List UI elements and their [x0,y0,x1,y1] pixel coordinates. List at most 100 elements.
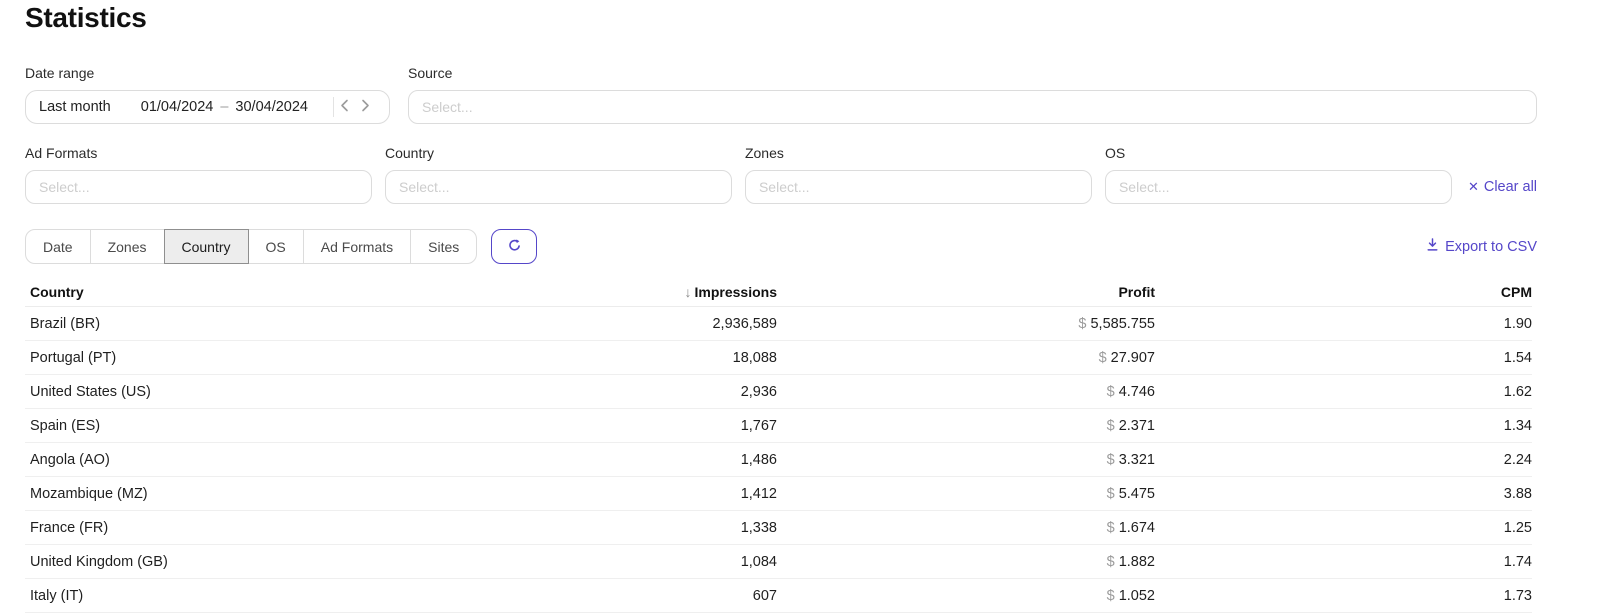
cell-profit: $5,585.755 [1078,315,1155,332]
tab-sites[interactable]: Sites [410,229,478,264]
table-row: Mozambique (MZ) 1,412 $5.475 3.88 [25,477,1532,511]
col-header-cpm[interactable]: CPM [1500,283,1532,300]
cell-cpm: 1.74 [1503,553,1532,570]
cell-country: Angola (AO) [30,451,110,468]
source-label: Source [408,65,453,81]
cell-country: Brazil (BR) [30,315,101,332]
date-range-preset: Last month [39,99,111,115]
cell-country: Spain (ES) [30,417,101,434]
date-prev-button[interactable] [334,99,355,115]
tab-zones[interactable]: Zones [89,229,165,264]
cell-impressions: 18,088 [732,349,777,366]
table-row: Brazil (BR) 2,936,589 $5,585.755 1.90 [25,307,1532,341]
cell-profit: $3.321 [1106,451,1155,468]
cell-profit: $1.674 [1106,519,1155,536]
table-row: Portugal (PT) 18,088 $27.907 1.54 [25,341,1532,375]
cell-impressions: 1,412 [740,485,777,502]
cell-cpm: 1.90 [1503,315,1532,332]
table-header: Country ↓ Impressions Profit CPM [25,277,1532,307]
currency-symbol: $ [1106,383,1115,400]
cell-country: United States (US) [30,383,151,400]
currency-symbol: $ [1106,553,1115,570]
country-select[interactable] [384,170,732,204]
cell-profit: $5.475 [1106,485,1155,502]
os-label: OS [1104,145,1126,161]
filter-row-1: Date range Last month 01/04/2024 – 30/04… [25,65,1537,124]
zones-select[interactable] [744,170,1092,204]
cell-impressions: 2,936,589 [712,315,777,332]
cell-country: Italy (IT) [30,587,84,604]
clear-icon: ✕ [1467,179,1479,194]
table-row: Angola (AO) 1,486 $3.321 2.24 [25,443,1532,477]
chevron-left-icon [340,99,349,115]
table-row: Italy (IT) 607 $1.052 1.73 [25,579,1532,613]
date-range-separator: – [220,99,229,115]
currency-symbol: $ [1106,451,1115,468]
cell-profit: $1.882 [1106,553,1155,570]
chevron-right-icon [361,99,370,115]
currency-symbol: $ [1106,485,1115,502]
source-select[interactable] [408,90,1537,124]
page-title: Statistics [25,2,147,33]
report-toolbar: Date Zones Country OS Ad Formats Sites [25,229,1537,264]
date-range-picker[interactable]: Last month 01/04/2024 – 30/04/2024 [25,90,390,124]
download-icon [1426,237,1439,256]
cell-cpm: 1.25 [1503,519,1532,536]
country-label: Country [384,145,435,161]
tab-ad-formats[interactable]: Ad Formats [302,229,412,264]
date-range-label: Date range [25,65,95,81]
filter-row-2: Ad Formats Country Zones OS ✕ Clear all [25,145,1537,204]
currency-symbol: $ [1106,519,1115,536]
ad-formats-label: Ad Formats [25,145,98,161]
table-body: Brazil (BR) 2,936,589 $5,585.755 1.90 Po… [25,307,1532,613]
cell-impressions: 1,767 [740,417,777,434]
date-range-end: 30/04/2024 [235,99,308,115]
currency-symbol: $ [1078,315,1087,332]
currency-symbol: $ [1098,349,1107,366]
cell-country: France (FR) [30,519,109,536]
cell-impressions: 1,486 [740,451,777,468]
cell-country: Mozambique (MZ) [30,485,148,502]
cell-impressions: 1,084 [740,553,777,570]
date-range-start: 01/04/2024 [140,99,214,115]
export-csv-button[interactable]: Export to CSV [1426,237,1537,256]
cell-profit: $1.052 [1106,587,1155,604]
table-row: France (FR) 1,338 $1.674 1.25 [25,511,1532,545]
cell-cpm: 2.24 [1503,451,1532,468]
cell-profit: $27.907 [1098,349,1155,366]
cell-country: Portugal (PT) [30,349,117,366]
cell-cpm: 1.34 [1503,417,1532,434]
date-range-divider [333,97,334,117]
refresh-button[interactable] [491,229,538,264]
currency-symbol: $ [1106,417,1115,434]
table-row: United Kingdom (GB) 1,084 $1.882 1.74 [25,545,1532,579]
cell-impressions: 1,338 [740,519,777,536]
os-select[interactable] [1104,170,1452,204]
stats-table: Country ↓ Impressions Profit CPM Brazil (… [25,277,1537,613]
col-header-country[interactable]: Country [30,283,84,300]
refresh-icon [507,238,522,256]
cell-country: United Kingdom (GB) [30,553,168,570]
tab-os[interactable]: OS [247,229,304,264]
ad-formats-select[interactable] [25,170,372,204]
cell-cpm: 3.88 [1503,485,1532,502]
table-row: Spain (ES) 1,767 $2.371 1.34 [25,409,1532,443]
sort-desc-icon: ↓ [684,283,692,300]
tab-country[interactable]: Country [163,229,249,264]
table-row: United States (US) 2,936 $4.746 1.62 [25,375,1532,409]
col-header-profit[interactable]: Profit [1118,283,1155,300]
cell-cpm: 1.73 [1503,587,1532,604]
date-next-button[interactable] [355,99,376,115]
tab-date[interactable]: Date [25,229,91,264]
currency-symbol: $ [1106,587,1115,604]
clear-all-button[interactable]: ✕ Clear all [1468,179,1537,195]
col-header-impressions[interactable]: ↓ Impressions [684,283,777,300]
cell-cpm: 1.54 [1503,349,1532,366]
report-tab-group: Date Zones Country OS Ad Formats Sites [25,229,478,264]
cell-impressions: 607 [752,587,777,604]
clear-all-label: Clear all [1483,179,1538,195]
export-csv-label: Export to CSV [1445,238,1537,255]
cell-profit: $4.746 [1106,383,1155,400]
cell-profit: $2.371 [1106,417,1155,434]
